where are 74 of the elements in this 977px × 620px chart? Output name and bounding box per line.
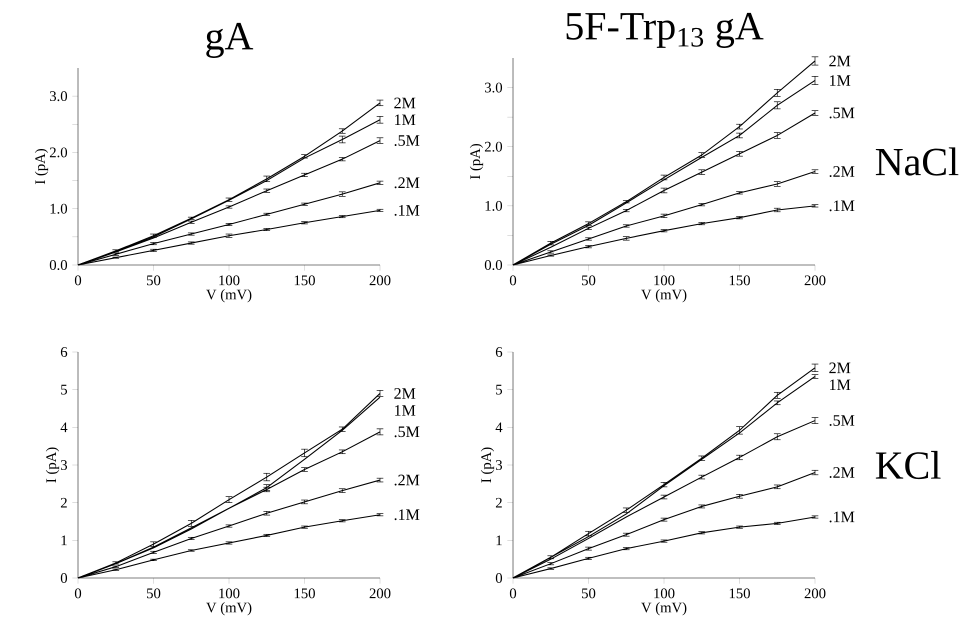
x-tick-label: 0 (74, 275, 82, 286)
y-tick-label: 4 (496, 422, 502, 432)
x-tick-label: 100 (219, 588, 240, 598)
x-tick-label: 100 (219, 275, 240, 286)
y-tick-label: 0 (60, 573, 68, 584)
x-axis-title: V (mV) (641, 602, 686, 616)
x-tick-label: 100 (654, 275, 674, 286)
x-tick-label: 200 (370, 588, 390, 598)
x-tick-label: 0 (74, 588, 82, 598)
y-tick-label: 1 (62, 536, 67, 546)
series-label: .5M (394, 426, 420, 438)
y-tick-label: 5 (61, 384, 68, 395)
series-label: .5M (830, 108, 854, 118)
text: KCl (876, 451, 941, 480)
series-label: .2M (830, 467, 854, 478)
x-tick-label: 50 (582, 275, 596, 286)
x-tick-label: 100 (654, 588, 674, 598)
series-label: 1M (830, 75, 850, 86)
legend-label: .1M (830, 512, 854, 522)
series-label: 1M (395, 405, 416, 416)
y-tick-label: 1.0 (50, 204, 68, 214)
y-tick-label: 3.0 (50, 91, 68, 102)
chart-title: gA (206, 22, 254, 58)
series-label: 1M (395, 114, 416, 126)
y-tick-label: 5 (496, 384, 502, 395)
legend-label: .1M (830, 200, 854, 212)
y-tick-label: 6 (60, 347, 68, 357)
y-tick-label: 2 (60, 498, 67, 508)
chart-title: 5F-Trp$_{13}$ gA (566, 12, 764, 48)
series-label: .5M (830, 415, 854, 426)
legend-label: .1M (394, 205, 420, 216)
x-axis-title: V (mV) (641, 289, 686, 302)
series-label: 2M (829, 362, 850, 374)
x-tick-label: 50 (582, 588, 596, 598)
text: NaCl (876, 147, 958, 176)
y-tick-label: 0.0 (50, 260, 68, 270)
x-tick-label: 150 (294, 275, 315, 286)
y-axis-title: I (pA) (470, 144, 484, 180)
y-tick-label: 2 (496, 498, 502, 508)
series-label: 2M (394, 388, 416, 399)
x-tick-label: 50 (147, 588, 160, 598)
series-label: 1M (830, 380, 850, 390)
series-label: 2M (829, 56, 850, 66)
series-label: .2M (394, 474, 420, 486)
y-tick-label: 2.0 (50, 148, 68, 158)
x-tick-label: 150 (294, 588, 315, 598)
y-tick-label: 3 (60, 460, 68, 470)
series-label: .5M (394, 135, 420, 146)
series-label: 2M (394, 98, 416, 108)
y-tick-label: 1.0 (486, 200, 502, 211)
x-tick-label: 150 (730, 588, 750, 598)
y-tick-label: 3.0 (484, 82, 502, 93)
y-axis-title: I (pA) (46, 448, 60, 483)
y-tick-label: 1 (496, 536, 502, 546)
legend-label: .1M (394, 509, 420, 520)
y-tick-label: 4 (60, 422, 68, 432)
x-tick-label: 200 (370, 275, 390, 286)
y-axis-title: I (pA) (480, 448, 494, 483)
y-tick-label: 2.0 (484, 142, 502, 152)
x-axis-title: V (mV) (206, 602, 252, 616)
y-tick-label: 0 (496, 573, 502, 584)
y-tick-label: 0.0 (484, 260, 502, 270)
x-tick-label: 150 (730, 275, 750, 286)
y-tick-label: 6 (496, 347, 502, 357)
y-tick-label: 3 (496, 460, 502, 470)
x-axis-title: V (mV) (206, 289, 252, 302)
x-tick-label: 0 (510, 588, 516, 598)
series-label: .2M (830, 166, 854, 178)
series-label: .2M (394, 177, 420, 188)
y-axis-title: I (pA) (34, 149, 48, 184)
x-tick-label: 200 (804, 275, 826, 286)
x-tick-label: 200 (804, 588, 826, 598)
x-tick-label: 50 (147, 275, 160, 286)
x-tick-label: 0 (510, 275, 516, 286)
